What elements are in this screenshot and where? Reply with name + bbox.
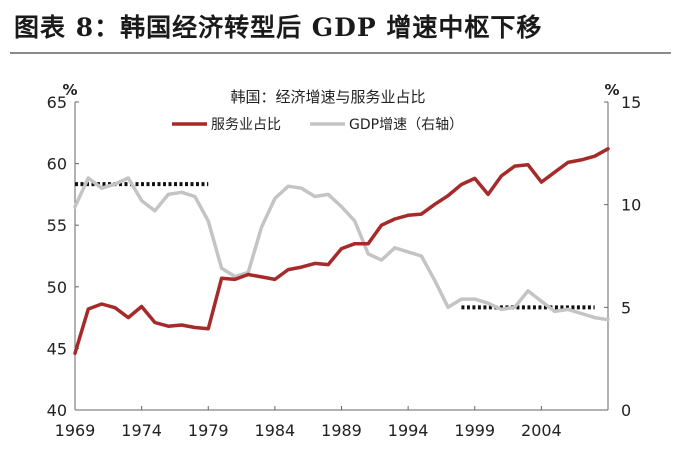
y-right-tick-label: 10	[621, 196, 641, 215]
x-tick-label: 1989	[321, 421, 362, 440]
y-left-tick-label: 40	[47, 401, 67, 420]
x-tick-label: 1999	[454, 421, 495, 440]
tick-labels: 40 45 50 55 60 65 0 5 10 15 1969 1974 1979 1984 1989 19…	[47, 93, 642, 440]
services-share-line	[73, 147, 610, 356]
y-left-tick-label: 50	[47, 278, 67, 297]
y-left-tick-label: 55	[47, 216, 67, 235]
left-axis-unit: %	[62, 81, 77, 99]
y-left-tick-label: 45	[47, 339, 67, 358]
y-right-tick-label: 5	[621, 298, 631, 317]
x-tick-label: 2004	[521, 421, 562, 440]
title-divider	[10, 52, 671, 54]
legend: 服务业占比 GDP增速（右轴）	[172, 117, 463, 133]
x-tick-label: 1994	[388, 421, 429, 440]
x-tick-label: 1979	[188, 421, 229, 440]
y-right-tick-label: 0	[621, 401, 631, 420]
series-lines	[73, 147, 610, 356]
x-tick-label: 1984	[255, 421, 296, 440]
right-axis-unit: %	[604, 81, 619, 99]
y-right-tick-label: 15	[621, 93, 641, 112]
y-left-tick-label: 65	[47, 93, 67, 112]
legend-gdp-label: GDP增速（右轴）	[349, 117, 463, 133]
figure-title: 图表 8：韩国经济转型后 GDP 增速中枢下移	[14, 13, 543, 42]
gdp-growth-line	[73, 176, 610, 322]
x-tick-label: 1969	[55, 421, 96, 440]
legend-services-label: 服务业占比	[211, 117, 281, 133]
chart-title: 韩国：经济增速与服务业占比	[230, 88, 425, 106]
x-tick-label: 1974	[121, 421, 162, 440]
axes	[74, 101, 609, 411]
y-left-tick-label: 60	[47, 155, 67, 174]
